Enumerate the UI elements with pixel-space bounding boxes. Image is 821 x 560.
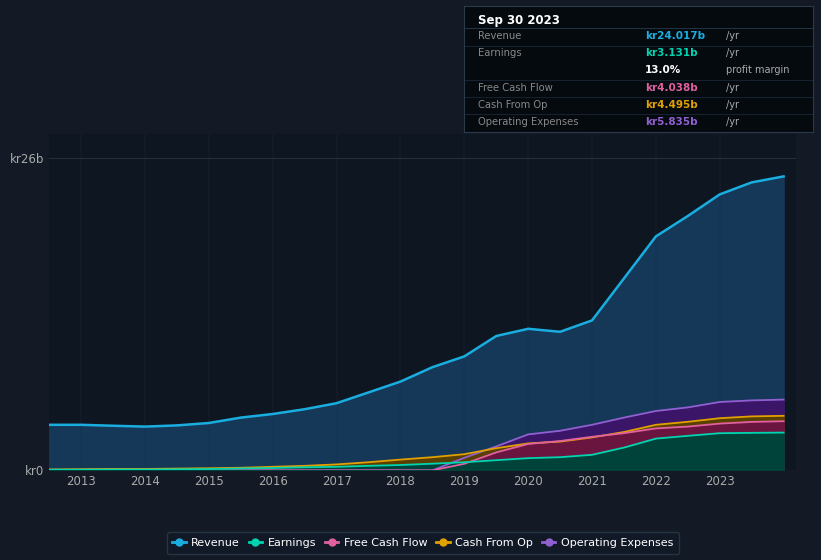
Text: /yr: /yr <box>726 48 739 58</box>
Text: Earnings: Earnings <box>478 48 521 58</box>
Text: /yr: /yr <box>726 83 739 93</box>
Text: Sep 30 2023: Sep 30 2023 <box>478 15 560 27</box>
Text: kr4.038b: kr4.038b <box>645 83 698 93</box>
Text: kr5.835b: kr5.835b <box>645 117 698 127</box>
Text: /yr: /yr <box>726 31 739 41</box>
Text: Revenue: Revenue <box>478 31 521 41</box>
Text: Free Cash Flow: Free Cash Flow <box>478 83 553 93</box>
Legend: Revenue, Earnings, Free Cash Flow, Cash From Op, Operating Expenses: Revenue, Earnings, Free Cash Flow, Cash … <box>167 533 679 554</box>
Text: profit margin: profit margin <box>726 66 789 76</box>
Text: 13.0%: 13.0% <box>645 66 681 76</box>
Text: Cash From Op: Cash From Op <box>478 100 548 110</box>
Text: Operating Expenses: Operating Expenses <box>478 117 578 127</box>
Text: /yr: /yr <box>726 117 739 127</box>
Text: kr4.495b: kr4.495b <box>645 100 698 110</box>
Text: kr24.017b: kr24.017b <box>645 31 705 41</box>
Text: /yr: /yr <box>726 100 739 110</box>
Text: kr3.131b: kr3.131b <box>645 48 698 58</box>
